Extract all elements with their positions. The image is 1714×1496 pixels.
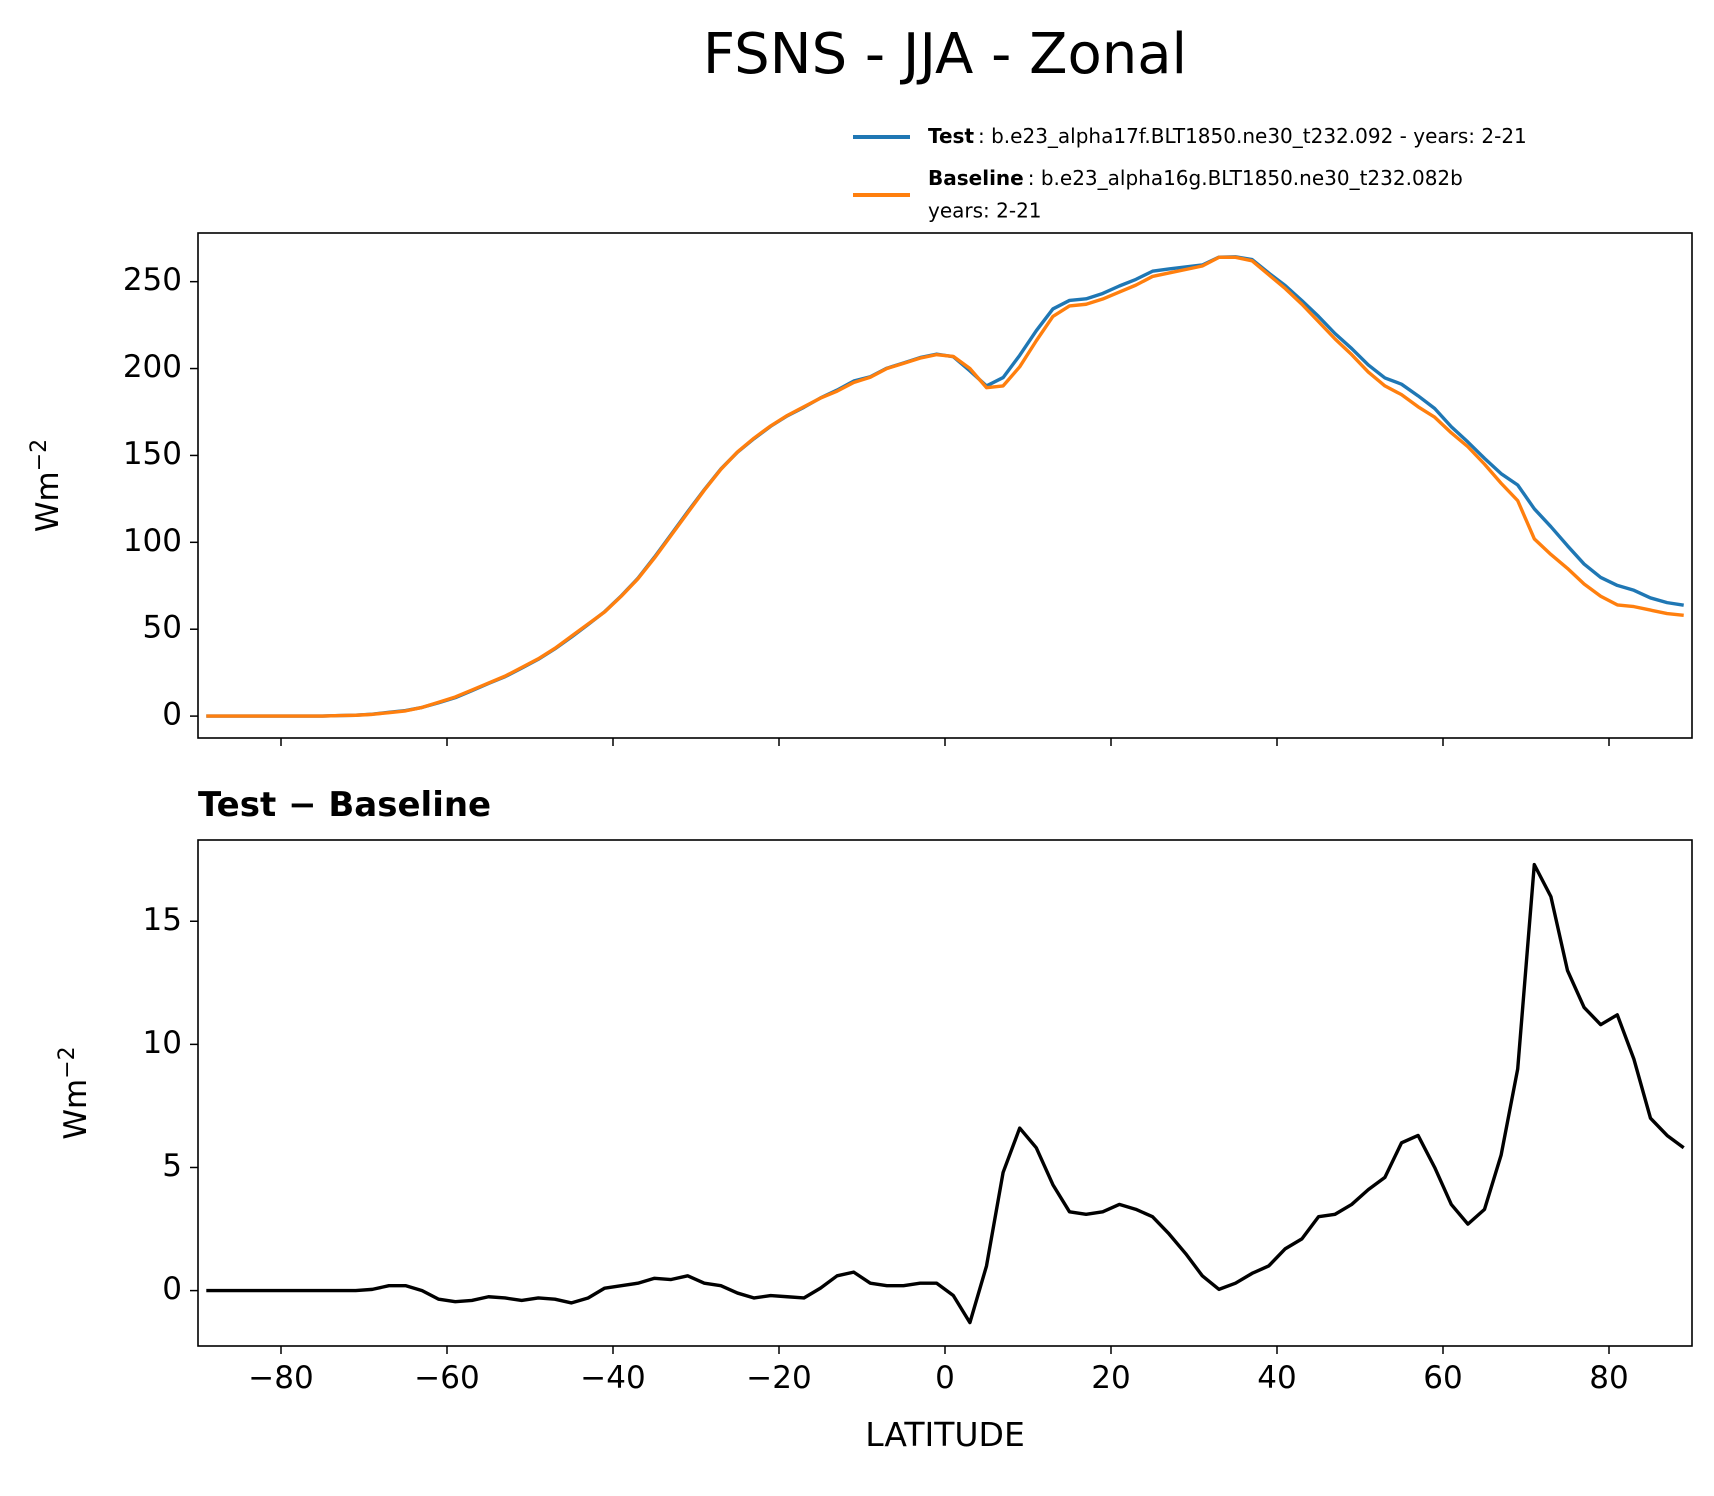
- legend-name: Baseline: [928, 166, 1024, 190]
- y-tick-label: 250: [123, 262, 182, 298]
- x-tick-label: −60: [414, 1360, 479, 1396]
- y-axis-label: Wm−2: [27, 439, 66, 532]
- y-tick-label: 0: [162, 697, 182, 733]
- x-tick-label: 0: [935, 1360, 955, 1396]
- legend-name: Test: [928, 124, 974, 148]
- x-tick-label: 20: [1091, 1360, 1130, 1396]
- legend-description: years: 2-21: [928, 199, 1042, 223]
- y-axis-label-base: Wm: [58, 1079, 94, 1140]
- y-tick-label: 200: [123, 349, 182, 385]
- legend-label: Test: b.e23_alpha17f.BLT1850.ne30_t232.0…: [928, 124, 1527, 148]
- y-axis-label-sup: −2: [27, 439, 52, 471]
- y-tick-label: 5: [162, 1148, 182, 1184]
- legend-label: Baseline: b.e23_alpha16g.BLT1850.ne30_t2…: [928, 166, 1463, 190]
- x-tick-label: 60: [1423, 1360, 1462, 1396]
- data-line: [206, 862, 1685, 1325]
- legend-description: : b.e23_alpha17f.BLT1850.ne30_t232.092 -…: [978, 124, 1527, 148]
- y-tick-label: 10: [143, 1025, 182, 1061]
- y-tick-label: 150: [123, 436, 182, 472]
- x-tick-label: 40: [1257, 1360, 1296, 1396]
- y-tick-label: 50: [143, 610, 182, 646]
- subplot-title: Test − Baseline: [198, 785, 491, 825]
- y-axis-label: Wm−2: [55, 1046, 94, 1139]
- x-tick-label: 80: [1589, 1360, 1628, 1396]
- figure-title: FSNS - JJA - Zonal: [703, 22, 1187, 87]
- x-tick-label: −20: [746, 1360, 811, 1396]
- y-tick-label: 15: [143, 902, 182, 938]
- data-line: [206, 255, 1684, 718]
- axes-frame: [197, 232, 1693, 739]
- y-tick-label: 0: [162, 1271, 182, 1307]
- axes-frame: [197, 839, 1693, 1347]
- x-tick-label: −40: [580, 1360, 645, 1396]
- x-tick-label: −80: [248, 1360, 313, 1396]
- y-tick-label: 100: [123, 523, 182, 559]
- legend-description: : b.e23_alpha16g.BLT1850.ne30_t232.082b: [1028, 166, 1463, 190]
- plot-area: [206, 862, 1685, 1325]
- y-axis-label-base: Wm: [30, 471, 66, 532]
- plot-area: [206, 255, 1684, 718]
- x-axis-label: LATITUDE: [865, 1415, 1025, 1454]
- y-axis-label-sup: −2: [55, 1046, 80, 1078]
